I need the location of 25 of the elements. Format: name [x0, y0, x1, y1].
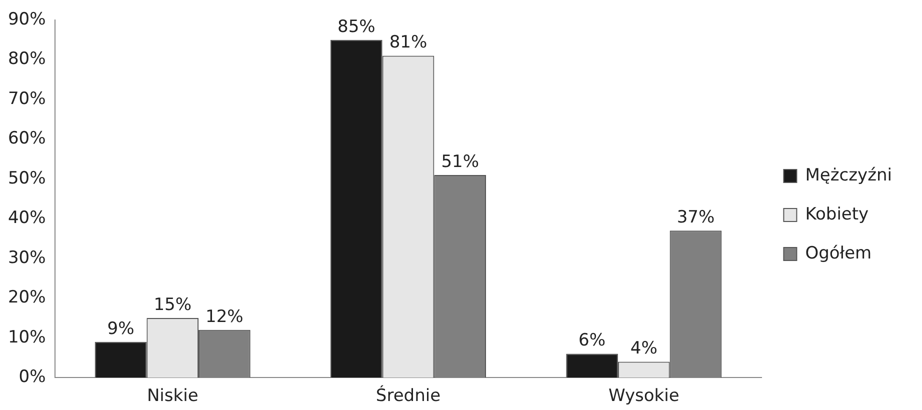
data-label: 85%	[338, 16, 376, 37]
data-label: 51%	[441, 152, 479, 172]
y-tick-label: 20%	[8, 288, 46, 308]
data-label: 6%	[578, 330, 606, 351]
x-tick-label: Wysokie	[608, 386, 680, 406]
y-tick-label: 50%	[8, 168, 46, 188]
y-tick-label: 10%	[8, 327, 46, 348]
y-tick-label: 60%	[8, 128, 46, 149]
x-tick-label: Niskie	[146, 386, 198, 406]
y-tick-label: 90%	[8, 9, 46, 30]
legend-label: Ogółem	[805, 243, 872, 264]
y-tick-label: 40%	[8, 208, 46, 228]
data-label: 12%	[206, 306, 244, 327]
legend-label: Kobiety	[805, 204, 869, 224]
x-tick-label: Średnie	[376, 385, 441, 406]
y-tick-label: 0%	[18, 367, 46, 388]
data-label: 4%	[630, 338, 658, 359]
y-tick-label: 80%	[8, 49, 46, 70]
data-label: 9%	[107, 318, 134, 339]
y-tick-label: 30%	[8, 248, 46, 268]
data-label: 15%	[154, 294, 192, 315]
data-label: 81%	[389, 32, 428, 53]
legend-label: Mężczyźni	[805, 165, 892, 186]
y-tick-label: 70%	[8, 88, 46, 109]
data-label: 37%	[676, 208, 715, 228]
